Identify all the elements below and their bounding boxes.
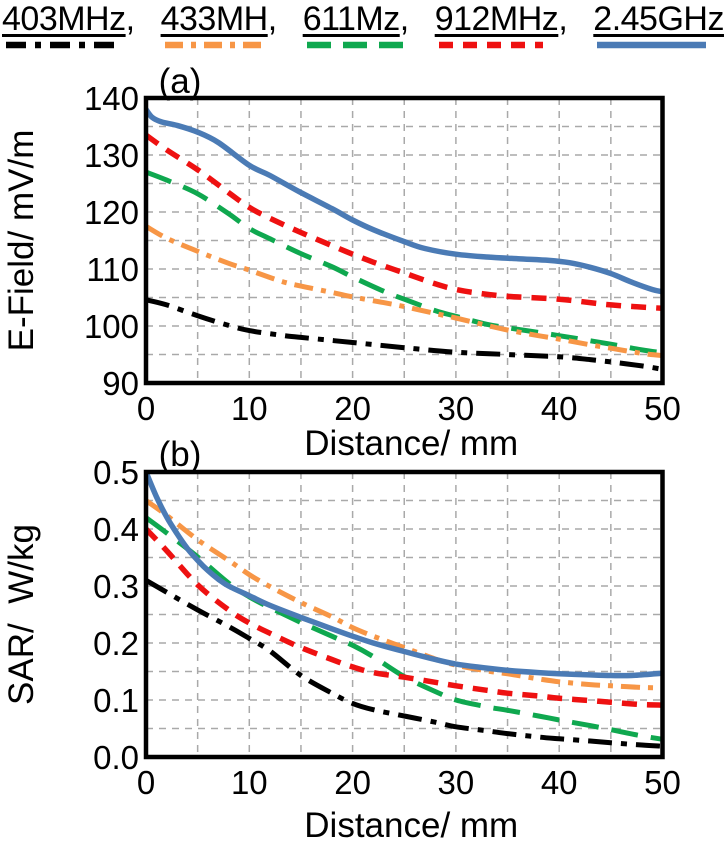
y-tick-label: 90 bbox=[102, 365, 139, 402]
series-group bbox=[145, 107, 664, 372]
legend-line-sample-912MHz bbox=[438, 41, 543, 49]
legend-label: 433MH, bbox=[160, 0, 278, 38]
x-tick-label: 0 bbox=[137, 764, 155, 801]
legend-label: 403MHz, bbox=[2, 0, 135, 38]
series-curve-433MH bbox=[145, 224, 663, 359]
y-tick-label: 0.4 bbox=[93, 511, 139, 548]
series-curve-912MHz bbox=[145, 132, 663, 312]
series-curve-611Mz bbox=[145, 169, 663, 356]
legend-label-separator: , bbox=[125, 0, 135, 38]
x-tick-label: 20 bbox=[334, 390, 371, 427]
legend-item-2.45GHz: 2.45GHz bbox=[593, 0, 724, 51]
y-tick-label: 0.3 bbox=[93, 568, 139, 605]
series-curve-2.45GHz bbox=[145, 470, 663, 679]
y-tick-label: 130 bbox=[84, 137, 139, 174]
y-tick-label: 120 bbox=[84, 194, 139, 231]
legend-label-separator: , bbox=[399, 0, 409, 38]
x-tick-label: 30 bbox=[438, 390, 475, 427]
series-curve-433MH bbox=[145, 498, 663, 691]
legend-item-611Mz: 611Mz, bbox=[303, 0, 409, 51]
y-tick-label: 110 bbox=[86, 251, 139, 288]
x-axis-label: Distance/ mm bbox=[304, 806, 518, 845]
legend-item-912MHz: 912MHz, bbox=[435, 0, 568, 51]
x-tick-label: 20 bbox=[334, 764, 371, 801]
panel-label: (b) bbox=[159, 435, 202, 474]
legend-label: 912MHz, bbox=[435, 0, 568, 38]
y-tick-label: 0.1 bbox=[93, 682, 139, 719]
legend: 403MHz, 433MH, 611Mz, 912MHz, 2.45GHz bbox=[0, 0, 726, 56]
legend-line-sample-433MH bbox=[164, 41, 261, 49]
legend-line-sample-2.45GHz bbox=[597, 41, 707, 49]
x-tick-label: 50 bbox=[644, 764, 681, 801]
legend-label: 611Mz, bbox=[303, 0, 409, 38]
x-tick-label: 40 bbox=[541, 390, 578, 427]
x-tick-label: 30 bbox=[438, 764, 475, 801]
x-tick-label: 10 bbox=[231, 764, 268, 801]
legend-label-text: 403MHz bbox=[2, 0, 126, 38]
legend-label-text: 433MH bbox=[160, 0, 269, 38]
panel-b: 0 10 20 30 40 50 0.0 0.1 0.2 0.3 0.4 0.5 (b) Distance… bbox=[2, 435, 681, 845]
legend-line-sample-403MHz bbox=[6, 41, 114, 49]
y-axis-label: SAR/ W/kg bbox=[2, 524, 41, 705]
x-axis-label: Distance/ mm bbox=[304, 424, 518, 463]
x-tick-label: 0 bbox=[137, 390, 155, 427]
legend-label-text: 912MHz bbox=[434, 0, 559, 38]
panel-a: 0 10 20 30 40 50 90 100 110 120 130 140 (a) Distance/… bbox=[2, 62, 681, 463]
y-tick-label: 0.0 bbox=[93, 739, 139, 776]
y-tick-label: 140 bbox=[84, 80, 139, 117]
panel-label: (a) bbox=[159, 62, 202, 101]
plot-border bbox=[143, 95, 665, 386]
series-curve-403MHz bbox=[145, 578, 663, 749]
legend-label-separator: , bbox=[267, 0, 277, 38]
legend-item-403MHz: 403MHz, bbox=[2, 0, 135, 51]
x-tick-label: 40 bbox=[541, 764, 578, 801]
series-curve-2.45GHz bbox=[145, 107, 664, 295]
x-tick-label: 50 bbox=[644, 390, 681, 427]
legend-line-sample-611Mz bbox=[306, 41, 403, 49]
legend-label-text: 611Mz bbox=[302, 0, 401, 38]
y-axis-label: E-Field/ mV/m bbox=[2, 130, 41, 352]
legend-label: 2.45GHz bbox=[593, 0, 724, 38]
series-group bbox=[145, 470, 663, 749]
series-curve-912MHz bbox=[145, 527, 663, 708]
legend-label-text: 2.45GHz bbox=[593, 0, 724, 38]
legend-item-433MH: 433MH, bbox=[161, 0, 277, 51]
y-tick-label: 0.5 bbox=[93, 454, 139, 491]
series-curve-403MHz bbox=[145, 297, 663, 372]
x-tick-label: 10 bbox=[231, 390, 268, 427]
plot-border bbox=[143, 469, 665, 760]
legend-label-separator: , bbox=[558, 0, 568, 38]
y-tick-label: 0.2 bbox=[93, 625, 139, 662]
y-tick-label: 100 bbox=[84, 308, 139, 345]
